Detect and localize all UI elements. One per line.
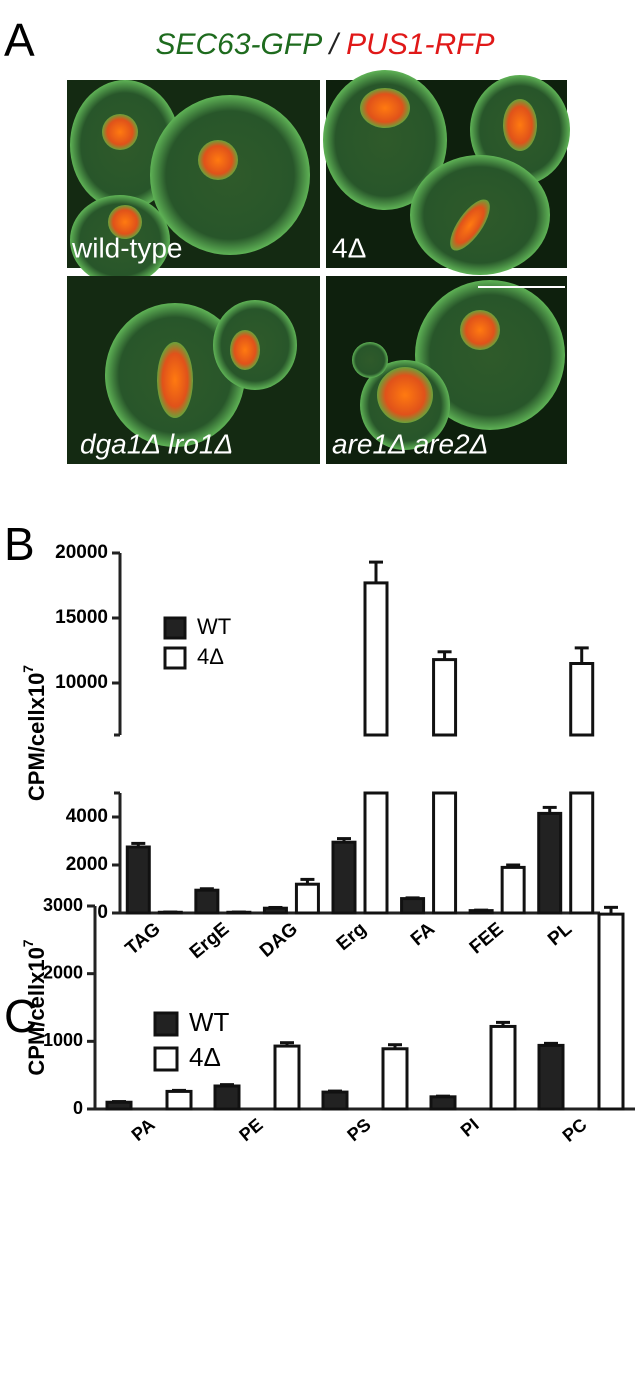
bar xyxy=(432,791,458,915)
x-tick-label: TAG xyxy=(122,919,165,960)
bar xyxy=(363,791,389,915)
legend-label: 4Δ xyxy=(189,1042,221,1072)
bar xyxy=(381,1047,409,1111)
y-label-sup: 7 xyxy=(20,939,36,947)
x-tick-label: PI xyxy=(457,1114,483,1140)
y-tick-label: 2000 xyxy=(66,854,108,875)
y-label-text: CPM/cellx10 xyxy=(24,673,49,801)
x-tick-label: PL xyxy=(544,918,576,950)
y-tick-label: 0 xyxy=(73,1098,83,1118)
image-label: dga1Δ lro1Δ xyxy=(80,428,233,459)
x-tick-label: FA xyxy=(407,918,439,950)
image-label: 4Δ xyxy=(332,232,366,263)
y-axis-label: CPM/cellx107 xyxy=(20,665,49,801)
x-tick-label: PA xyxy=(128,1114,159,1145)
y-tick-label: 20000 xyxy=(55,542,108,563)
x-tick-label: PS xyxy=(343,1114,374,1145)
bar xyxy=(165,1089,193,1111)
y-tick-label: 1000 xyxy=(43,1030,83,1050)
legend-swatch xyxy=(153,1046,179,1072)
panel-label: C xyxy=(4,990,37,1042)
title-gfp: SEC63-GFP xyxy=(156,28,323,61)
bar xyxy=(429,1095,457,1111)
bar xyxy=(194,888,220,915)
y-tick-label: 4000 xyxy=(66,806,108,827)
title-sep: / xyxy=(327,28,340,61)
y-label-text: CPM/cellx10 xyxy=(24,947,49,1075)
bar xyxy=(363,581,389,737)
bar xyxy=(273,1044,301,1111)
x-tick-label: ErgE xyxy=(186,919,233,964)
image-label: wild-type xyxy=(71,232,182,263)
x-tick-label: Erg xyxy=(333,919,371,955)
legend-swatch xyxy=(163,646,187,670)
x-tick-label: DAG xyxy=(256,919,302,962)
bar xyxy=(500,865,526,915)
tile xyxy=(67,80,320,285)
bar xyxy=(569,662,595,737)
legend-label: WT xyxy=(189,1007,230,1037)
y-tick-label: 3000 xyxy=(43,895,83,915)
y-tick-label: 15000 xyxy=(55,607,108,628)
title-rfp: PUS1-RFP xyxy=(346,28,494,61)
panel-label: B xyxy=(4,518,35,570)
bar xyxy=(489,1024,517,1111)
micrographs xyxy=(67,70,570,464)
bar xyxy=(597,912,625,1111)
panel-title: SEC63-GFP / PUS1-RFP xyxy=(156,28,495,61)
legend-label: 4Δ xyxy=(197,644,224,669)
x-tick-label: PC xyxy=(559,1114,591,1145)
bar xyxy=(125,845,151,915)
x-tick-label: FEE xyxy=(466,919,508,959)
y-label-sup: 7 xyxy=(20,665,36,673)
legend-label: WT xyxy=(197,614,231,639)
tile xyxy=(67,276,320,464)
bar xyxy=(321,1090,349,1111)
tile xyxy=(326,276,567,464)
bar xyxy=(294,882,320,915)
bar xyxy=(432,658,458,737)
bar xyxy=(400,897,426,915)
image-label: are1Δ are2Δ xyxy=(332,428,488,459)
panel-label: A xyxy=(4,14,35,66)
legend-swatch xyxy=(163,616,187,640)
y-axis-label: CPM/cellx107 xyxy=(20,939,49,1075)
y-tick-label: 2000 xyxy=(43,962,83,982)
bar xyxy=(213,1084,241,1111)
x-tick-label: PE xyxy=(235,1114,266,1145)
tile xyxy=(323,70,570,275)
legend-swatch xyxy=(153,1011,179,1037)
y-tick-label: 0 xyxy=(97,902,108,923)
bar xyxy=(569,791,595,915)
bar xyxy=(537,811,563,915)
bar xyxy=(105,1100,133,1111)
y-tick-label: 10000 xyxy=(55,672,108,693)
bar xyxy=(331,840,357,915)
bar xyxy=(537,1043,565,1111)
